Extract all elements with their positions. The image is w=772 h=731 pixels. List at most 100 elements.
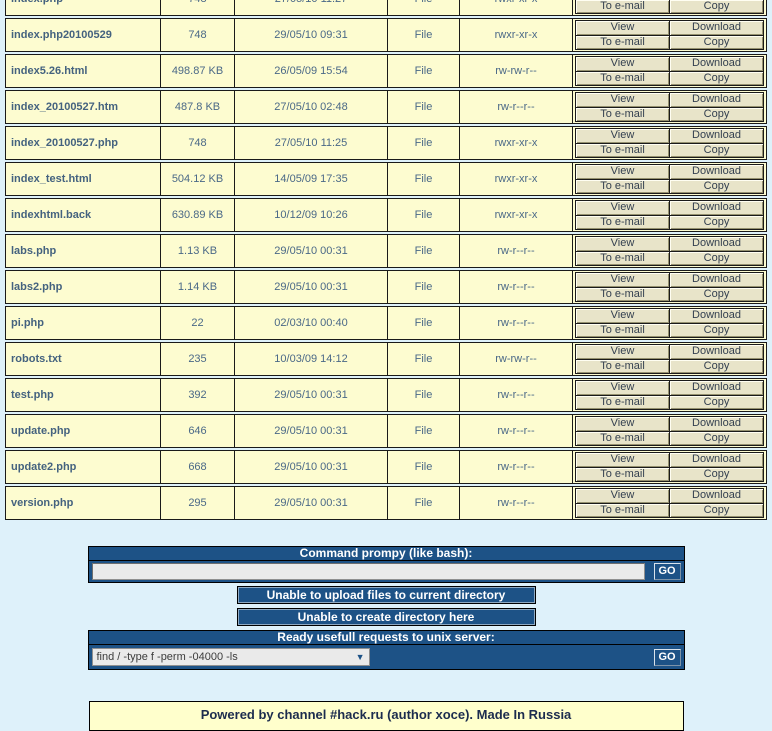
to-email-button[interactable]: To e-mail bbox=[576, 287, 669, 301]
download-button[interactable]: Download bbox=[670, 381, 763, 395]
copy-button[interactable]: Copy bbox=[670, 215, 763, 229]
file-size: 748 bbox=[161, 0, 235, 15]
view-button[interactable]: View bbox=[576, 381, 669, 395]
command-go-button[interactable]: GO bbox=[653, 563, 681, 580]
file-perms: rwxr-xr-x bbox=[460, 0, 573, 15]
file-name-cell: labs.php bbox=[6, 235, 161, 267]
file-actions-cell: View Download To e-mail Copy bbox=[573, 487, 766, 519]
copy-button[interactable]: Copy bbox=[670, 503, 763, 517]
to-email-button[interactable]: To e-mail bbox=[576, 431, 669, 445]
file-type: File bbox=[388, 199, 460, 231]
file-name-link[interactable]: robots.txt bbox=[11, 353, 62, 365]
file-name-link[interactable]: labs.php bbox=[11, 245, 57, 257]
file-name-link[interactable]: index5.26.html bbox=[11, 65, 88, 77]
file-perms: rw-r--r-- bbox=[460, 91, 573, 123]
view-button[interactable]: View bbox=[576, 453, 669, 467]
to-email-button[interactable]: To e-mail bbox=[576, 0, 669, 13]
file-name-link[interactable]: index.php bbox=[11, 0, 63, 5]
download-button[interactable]: Download bbox=[670, 57, 763, 71]
copy-button[interactable]: Copy bbox=[670, 251, 763, 265]
copy-button[interactable]: Copy bbox=[670, 0, 763, 13]
file-size: 498.87 KB bbox=[161, 55, 235, 87]
to-email-button[interactable]: To e-mail bbox=[576, 251, 669, 265]
to-email-button[interactable]: To e-mail bbox=[576, 143, 669, 157]
download-button[interactable]: Download bbox=[670, 309, 763, 323]
file-name-link[interactable]: test.php bbox=[11, 389, 54, 401]
view-button[interactable]: View bbox=[576, 345, 669, 359]
copy-button[interactable]: Copy bbox=[670, 71, 763, 85]
upload-files-notice[interactable]: Unable to upload files to current direct… bbox=[236, 586, 536, 604]
to-email-button[interactable]: To e-mail bbox=[576, 179, 669, 193]
download-button[interactable]: Download bbox=[670, 345, 763, 359]
file-type: File bbox=[388, 0, 460, 15]
view-button[interactable]: View bbox=[576, 309, 669, 323]
copy-button[interactable]: Copy bbox=[670, 35, 763, 49]
copy-button[interactable]: Copy bbox=[670, 287, 763, 301]
copy-button[interactable]: Copy bbox=[670, 179, 763, 193]
file-date: 29/05/10 00:31 bbox=[235, 235, 388, 267]
view-button[interactable]: View bbox=[576, 93, 669, 107]
download-button[interactable]: Download bbox=[670, 21, 763, 35]
file-name-link[interactable]: pi.php bbox=[11, 317, 44, 329]
view-button[interactable]: View bbox=[576, 165, 669, 179]
file-action-buttons: View Download To e-mail Copy bbox=[575, 128, 764, 158]
view-button[interactable]: View bbox=[576, 201, 669, 215]
file-name-link[interactable]: indexhtml.back bbox=[11, 209, 92, 221]
to-email-button[interactable]: To e-mail bbox=[576, 215, 669, 229]
file-name-link[interactable]: index_20100527.php bbox=[11, 137, 119, 149]
to-email-button[interactable]: To e-mail bbox=[576, 323, 669, 337]
copy-button[interactable]: Copy bbox=[670, 431, 763, 445]
table-row: index_test.html 504.12 KB 14/05/09 17:35… bbox=[5, 162, 767, 196]
to-email-button[interactable]: To e-mail bbox=[576, 503, 669, 517]
file-perms: rw-rw-r-- bbox=[460, 55, 573, 87]
view-button[interactable]: View bbox=[576, 417, 669, 431]
file-name-link[interactable]: index_20100527.htm bbox=[11, 101, 119, 113]
requests-go-button[interactable]: GO bbox=[653, 648, 681, 666]
view-button[interactable]: View bbox=[576, 237, 669, 251]
file-name-link[interactable]: update2.php bbox=[11, 461, 77, 473]
file-name-link[interactable]: update.php bbox=[11, 425, 71, 437]
file-type: File bbox=[388, 451, 460, 483]
file-name-link[interactable]: index_test.html bbox=[11, 173, 92, 185]
file-perms: rwxr-xr-x bbox=[460, 199, 573, 231]
download-button[interactable]: Download bbox=[670, 453, 763, 467]
file-name-link[interactable]: index.php20100529 bbox=[11, 29, 112, 41]
to-email-button[interactable]: To e-mail bbox=[576, 107, 669, 121]
view-button[interactable]: View bbox=[576, 489, 669, 503]
to-email-button[interactable]: To e-mail bbox=[576, 395, 669, 409]
view-button[interactable]: View bbox=[576, 273, 669, 287]
file-name-link[interactable]: labs2.php bbox=[11, 281, 63, 293]
view-button[interactable]: View bbox=[576, 129, 669, 143]
download-button[interactable]: Download bbox=[670, 237, 763, 251]
file-type: File bbox=[388, 127, 460, 159]
to-email-button[interactable]: To e-mail bbox=[576, 35, 669, 49]
file-perms: rw-r--r-- bbox=[460, 307, 573, 339]
copy-button[interactable]: Copy bbox=[670, 107, 763, 121]
view-button[interactable]: View bbox=[576, 57, 669, 71]
copy-button[interactable]: Copy bbox=[670, 467, 763, 481]
download-button[interactable]: Download bbox=[670, 417, 763, 431]
download-button[interactable]: Download bbox=[670, 165, 763, 179]
requests-select[interactable]: find / -type f -perm -04000 -ls ▼ bbox=[91, 648, 370, 666]
file-size: 646 bbox=[161, 415, 235, 447]
copy-button[interactable]: Copy bbox=[670, 395, 763, 409]
view-button[interactable]: View bbox=[576, 21, 669, 35]
command-input[interactable] bbox=[91, 563, 645, 580]
download-button[interactable]: Download bbox=[670, 201, 763, 215]
download-button[interactable]: Download bbox=[670, 93, 763, 107]
file-name-link[interactable]: version.php bbox=[11, 497, 74, 509]
to-email-button[interactable]: To e-mail bbox=[576, 467, 669, 481]
copy-button[interactable]: Copy bbox=[670, 143, 763, 157]
download-button[interactable]: Download bbox=[670, 489, 763, 503]
file-size: 1.13 KB bbox=[161, 235, 235, 267]
create-directory-notice[interactable]: Unable to create directory here bbox=[236, 608, 536, 626]
to-email-button[interactable]: To e-mail bbox=[576, 359, 669, 373]
file-name-cell: pi.php bbox=[6, 307, 161, 339]
to-email-button[interactable]: To e-mail bbox=[576, 71, 669, 85]
copy-button[interactable]: Copy bbox=[670, 359, 763, 373]
download-button[interactable]: Download bbox=[670, 273, 763, 287]
download-button[interactable]: Download bbox=[670, 129, 763, 143]
copy-button[interactable]: Copy bbox=[670, 323, 763, 337]
file-perms: rw-r--r-- bbox=[460, 379, 573, 411]
file-type: File bbox=[388, 487, 460, 519]
